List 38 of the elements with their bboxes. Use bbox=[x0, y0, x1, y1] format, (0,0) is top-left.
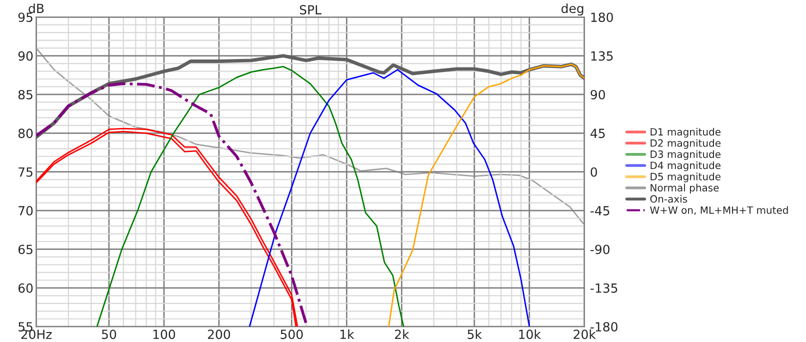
x-tick-label: 1k bbox=[340, 329, 354, 339]
y2-tick-label: 45 bbox=[590, 128, 605, 138]
y-tick-label: 70 bbox=[18, 206, 33, 216]
x-tick-label: 10k bbox=[519, 329, 541, 340]
legend-label: W+W on, ML+MH+T muted bbox=[650, 206, 788, 215]
y2-tick-label: 90 bbox=[590, 90, 605, 100]
x-tick-label: 20Hz bbox=[21, 330, 52, 340]
legend-label: D5 magnitude bbox=[650, 172, 721, 182]
x-tick-label: 50 bbox=[102, 330, 116, 340]
y2-tick-label: 0 bbox=[590, 167, 598, 177]
legend-label: Normal phase bbox=[650, 184, 719, 194]
y-tick-label: 65 bbox=[18, 244, 32, 254]
y-axis-title: dB bbox=[28, 3, 44, 14]
y2-tick-label: -45 bbox=[590, 206, 610, 216]
y2-tick-label: 180 bbox=[591, 12, 613, 22]
legend-label: On-axis bbox=[650, 194, 688, 203]
x-tick-label: 5k bbox=[468, 329, 482, 340]
y2-tick-label: -180 bbox=[590, 322, 618, 332]
y2-axis-title: deg bbox=[561, 3, 584, 16]
x-tick-label: 100 bbox=[153, 330, 176, 340]
y-tick-label: 60 bbox=[18, 283, 33, 293]
y2-tick-label: 135 bbox=[591, 51, 613, 61]
y-tick-label: 80 bbox=[18, 128, 33, 138]
x-tick-label: 2k bbox=[394, 329, 410, 339]
x-tick-label: 200 bbox=[208, 330, 230, 340]
x-tick-label: 20k bbox=[574, 329, 596, 340]
y-tick-label: 90 bbox=[18, 51, 33, 61]
chart-title: SPL bbox=[300, 5, 322, 14]
legend-label: D2 magnitude bbox=[650, 139, 721, 149]
y2-tick-label: -135 bbox=[590, 283, 618, 293]
y-tick-label: 95 bbox=[18, 12, 32, 22]
x-tick-label: 500 bbox=[280, 330, 303, 340]
y-tick-label: 75 bbox=[18, 167, 32, 177]
y2-tick-label: -90 bbox=[590, 244, 610, 254]
legend-label: D4 magnitude bbox=[650, 161, 721, 172]
y-tick-label: 85 bbox=[18, 90, 32, 100]
legend-label: D3 magnitude bbox=[650, 150, 721, 160]
legend-label: D1 magnitude bbox=[650, 128, 721, 138]
